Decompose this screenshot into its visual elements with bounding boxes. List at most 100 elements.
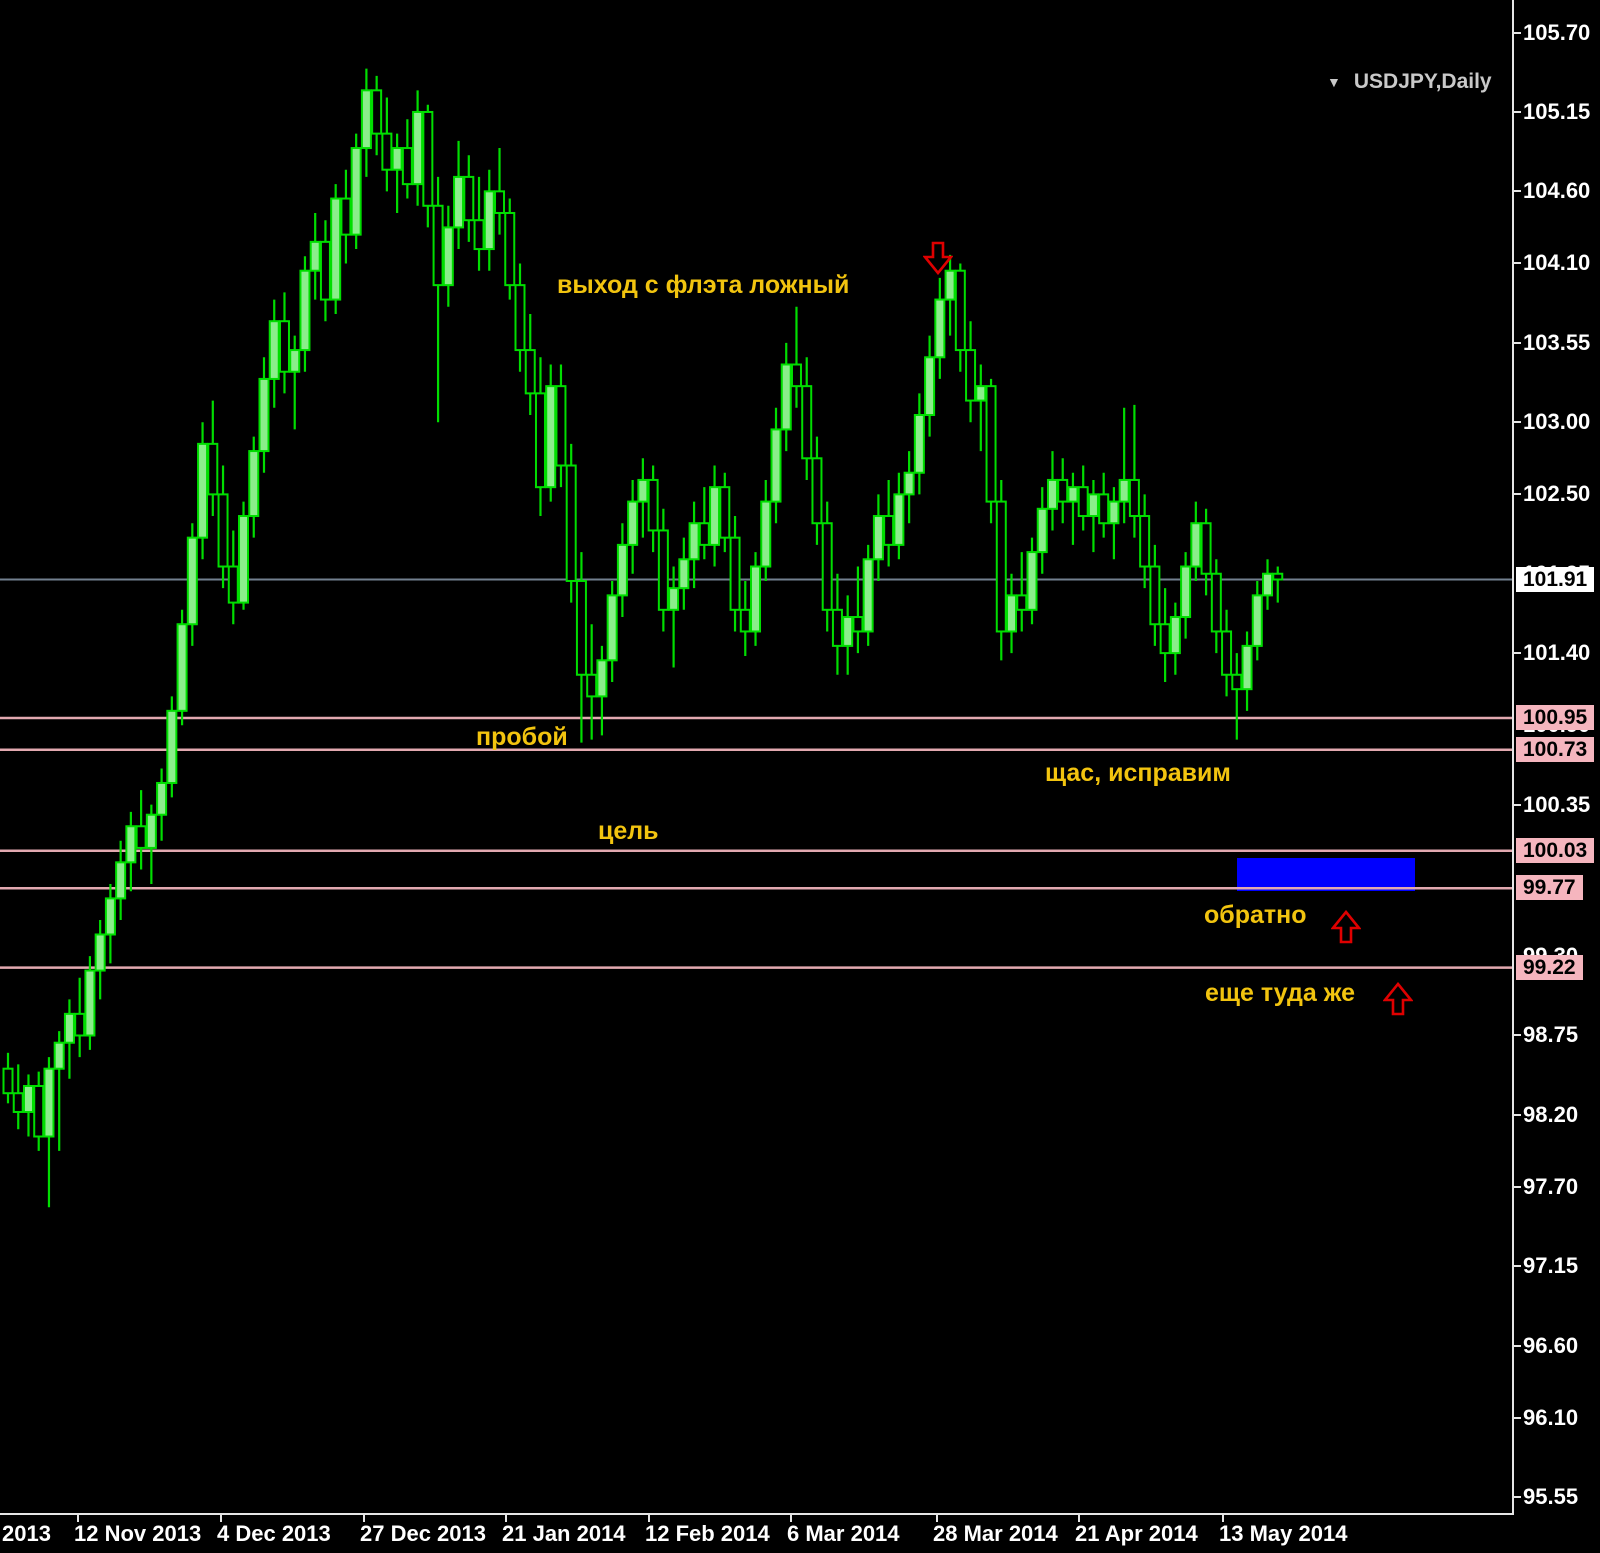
candle-body bbox=[473, 219, 485, 251]
candle-body bbox=[1231, 673, 1243, 691]
candle-body bbox=[657, 529, 669, 611]
time-tick-mark bbox=[936, 1513, 938, 1522]
candlestick-chart[interactable] bbox=[0, 0, 1512, 1513]
candle-body bbox=[319, 240, 331, 301]
time-tick-label: 12 Feb 2014 bbox=[645, 1521, 770, 1546]
annotation-text[interactable]: цель bbox=[598, 817, 659, 845]
candle-body bbox=[668, 587, 680, 611]
candle-body bbox=[299, 269, 311, 352]
candle-body bbox=[739, 608, 751, 633]
time-tick-mark bbox=[790, 1513, 792, 1522]
candle-body bbox=[688, 522, 700, 561]
up-arrow-icon[interactable] bbox=[1331, 910, 1361, 944]
candle-body bbox=[924, 356, 936, 417]
price-tick-label: 98.20 bbox=[1523, 1101, 1579, 1127]
candle-body bbox=[381, 132, 393, 171]
price-tick-mark bbox=[1512, 493, 1521, 496]
candle-body bbox=[750, 565, 762, 633]
candle-body bbox=[852, 616, 864, 633]
candles bbox=[2, 68, 1284, 1208]
dropdown-triangle-icon[interactable]: ▼ bbox=[1327, 74, 1341, 90]
candle-body bbox=[104, 897, 116, 936]
price-tick-label: 103.00 bbox=[1523, 409, 1591, 435]
candle-body bbox=[862, 558, 874, 633]
candle-body bbox=[1067, 486, 1079, 503]
time-tick-label: 13 May 2014 bbox=[1219, 1521, 1348, 1546]
level-price-label: 100.95 bbox=[1516, 705, 1595, 731]
candle-body bbox=[524, 349, 536, 395]
price-tick-label: 96.60 bbox=[1523, 1332, 1579, 1358]
price-tick-label: 102.50 bbox=[1523, 481, 1591, 507]
candle-body bbox=[913, 414, 925, 474]
candle-body bbox=[975, 385, 987, 402]
candle-body bbox=[432, 204, 444, 287]
candle-body bbox=[1190, 522, 1202, 568]
candle-body bbox=[872, 515, 884, 561]
price-tick-mark bbox=[1512, 1186, 1521, 1188]
annotation-text[interactable]: щас, исправим bbox=[1045, 759, 1231, 787]
candle-body bbox=[893, 493, 905, 546]
price-tick-mark bbox=[1512, 341, 1521, 344]
candle-body bbox=[197, 442, 209, 539]
annotation-text[interactable]: пробой bbox=[476, 723, 568, 751]
price-tick-label: 101.40 bbox=[1523, 640, 1591, 666]
price-tick-label: 104.10 bbox=[1523, 250, 1591, 276]
candle-body bbox=[534, 392, 546, 489]
candle-body bbox=[1159, 623, 1171, 655]
candle-body bbox=[985, 385, 997, 503]
candle-body bbox=[145, 813, 157, 849]
candle-body bbox=[22, 1085, 34, 1113]
time-axis-line bbox=[0, 1513, 1514, 1515]
annotation-text[interactable]: выход с флэта ложный bbox=[557, 271, 850, 299]
candle-body bbox=[545, 385, 557, 489]
candle-body bbox=[227, 565, 239, 604]
candle-body bbox=[115, 861, 127, 900]
candle-body bbox=[453, 175, 465, 229]
up-arrow-icon[interactable] bbox=[1383, 982, 1413, 1016]
price-tick-mark bbox=[1512, 1344, 1521, 1347]
candle-body bbox=[1057, 478, 1069, 503]
price-tick-label: 100.35 bbox=[1523, 791, 1591, 817]
candle-body bbox=[94, 933, 106, 972]
candle-body bbox=[709, 486, 721, 546]
candle-body bbox=[217, 493, 229, 568]
candle-body bbox=[627, 500, 639, 546]
candle-body bbox=[965, 349, 977, 402]
candle-body bbox=[719, 486, 731, 539]
candle-body bbox=[74, 1012, 86, 1037]
candle-body bbox=[278, 320, 290, 373]
level-price-label: 100.03 bbox=[1516, 837, 1595, 863]
time-tick-mark bbox=[77, 1513, 79, 1522]
time-tick-label: 4 Dec 2013 bbox=[217, 1521, 331, 1546]
candle-body bbox=[1026, 551, 1038, 611]
annotation-text[interactable]: еще туда же bbox=[1205, 979, 1356, 1007]
candle-body bbox=[770, 428, 782, 503]
time-tick-label: 2013 bbox=[2, 1521, 51, 1546]
highlight-rectangle[interactable] bbox=[1237, 858, 1415, 891]
candle-body bbox=[494, 190, 506, 214]
symbol-label: ▼ USDJPY,Daily bbox=[1327, 70, 1492, 94]
candle-body bbox=[698, 522, 710, 546]
time-tick-mark bbox=[505, 1513, 507, 1522]
candle-body bbox=[12, 1092, 24, 1113]
candle-body bbox=[330, 197, 342, 301]
down-arrow-icon[interactable] bbox=[923, 241, 953, 275]
candle-body bbox=[1221, 630, 1233, 676]
time-tick-mark bbox=[1078, 1513, 1080, 1522]
candle-body bbox=[33, 1085, 45, 1138]
candle-body bbox=[821, 522, 833, 611]
candle-body bbox=[586, 673, 598, 698]
candle-body bbox=[1077, 486, 1089, 518]
candle-body bbox=[954, 269, 966, 352]
candle-body bbox=[1251, 594, 1263, 647]
candle-body bbox=[63, 1012, 75, 1044]
candle-body bbox=[1036, 507, 1048, 554]
candle-body bbox=[135, 825, 147, 849]
price-tick-label: 95.55 bbox=[1523, 1484, 1579, 1510]
candle-body bbox=[1098, 493, 1110, 525]
level-price-label: 99.22 bbox=[1516, 954, 1583, 980]
annotation-text[interactable]: обратно bbox=[1204, 901, 1307, 929]
candle-body bbox=[166, 709, 178, 784]
price-tick-mark bbox=[1512, 803, 1521, 806]
candle-body bbox=[43, 1067, 55, 1138]
